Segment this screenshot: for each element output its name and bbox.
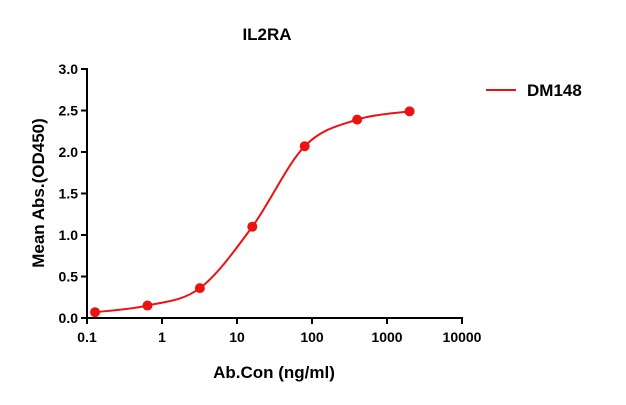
chart-title: IL2RA	[242, 25, 291, 44]
y-tick-label: 3.0	[59, 61, 79, 77]
y-tick-label: 0.0	[59, 310, 79, 326]
data-point	[299, 141, 310, 152]
data-point	[404, 106, 415, 117]
legend-label-dm148: DM148	[527, 81, 582, 100]
data-point	[247, 221, 258, 232]
axes: 0.0 0.5 1.0 1.5 2.0 2.5 3.0 0.1 1 10 100 1000 10000	[59, 61, 482, 345]
x-tick-label: 100	[300, 329, 324, 345]
y-axis-label: Mean Abs.(OD450)	[29, 118, 48, 268]
data-point	[352, 114, 363, 125]
x-tick-label: 1000	[371, 329, 402, 345]
x-axis-label: Ab.Con (ng/ml)	[213, 363, 335, 382]
series-group	[90, 106, 415, 318]
series-line-dm148	[94, 110, 410, 314]
data-point	[142, 300, 153, 311]
legend: DM148	[486, 81, 582, 100]
x-tick-label: 0.1	[77, 329, 97, 345]
y-tick-label: 2.5	[59, 103, 79, 119]
y-tick-label: 1.0	[59, 227, 79, 243]
x-tick-label: 10000	[443, 329, 482, 345]
y-tick-label: 1.5	[59, 186, 79, 202]
x-tick-label: 1	[158, 329, 166, 345]
x-tick-label: 10	[229, 329, 245, 345]
data-point	[194, 283, 205, 294]
data-point	[90, 307, 101, 318]
y-tick-label: 0.5	[59, 269, 79, 285]
y-tick-label: 2.0	[59, 144, 79, 160]
